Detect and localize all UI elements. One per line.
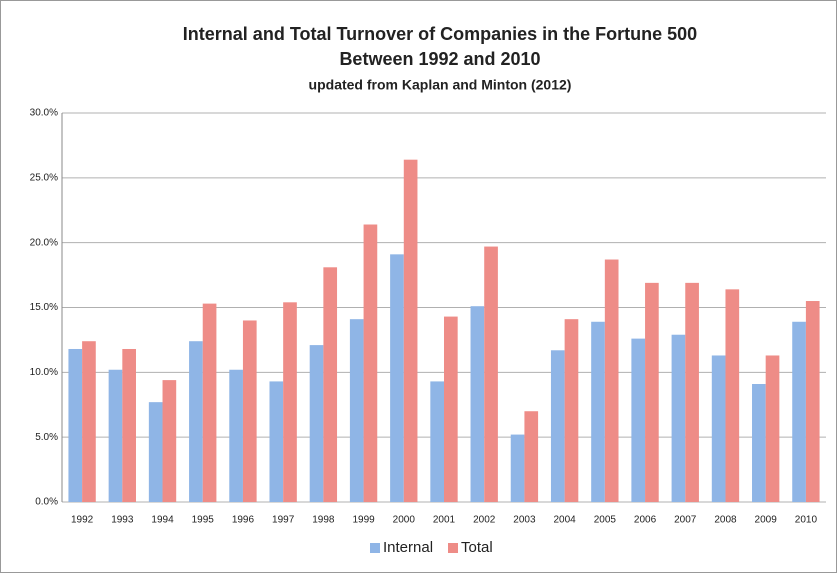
bar (792, 321, 806, 502)
x-tick-label: 1995 (192, 515, 215, 526)
bar (269, 381, 284, 502)
x-tick-label: 2008 (714, 515, 737, 526)
legend-swatch (370, 543, 380, 553)
legend-label: Total (461, 539, 493, 556)
bar (68, 348, 83, 502)
bar (283, 302, 297, 502)
chart-title: Internal and Total Turnover of Companies… (183, 24, 697, 44)
bar (323, 267, 338, 502)
y-tick-label: 30.0% (30, 108, 58, 119)
bar (403, 159, 418, 502)
bar (242, 320, 257, 502)
bar (82, 341, 96, 502)
bar (162, 380, 177, 502)
y-tick-label: 25.0% (30, 172, 58, 183)
bar (309, 345, 324, 502)
x-tick-label: 1999 (352, 515, 375, 526)
bar (363, 224, 378, 502)
bar (122, 348, 136, 502)
bar (685, 282, 699, 502)
bar (484, 246, 498, 502)
bar (444, 316, 458, 502)
x-tick-label: 2005 (594, 515, 617, 526)
bar (229, 369, 243, 502)
x-tick-label: 2007 (674, 515, 697, 526)
bar (108, 369, 123, 502)
x-tick-label: 1994 (151, 515, 174, 526)
x-tick-label: 2002 (473, 515, 496, 526)
bar (671, 334, 686, 502)
y-tick-label: 10.0% (30, 367, 58, 378)
bar (711, 355, 726, 502)
bar (470, 306, 485, 502)
bar (430, 381, 444, 502)
legend-swatch (448, 543, 458, 553)
bar (604, 259, 619, 502)
bar (725, 289, 740, 502)
bar (631, 338, 646, 502)
bar (349, 319, 364, 502)
bar (805, 301, 820, 502)
bar (510, 434, 525, 502)
bar (148, 402, 163, 502)
chart-note: updated from Kaplan and Minton (2012) (309, 77, 572, 93)
x-tick-label: 2001 (433, 515, 456, 526)
y-tick-label: 20.0% (30, 237, 58, 248)
x-tick-label: 2010 (795, 515, 818, 526)
x-tick-label: 2000 (393, 515, 416, 526)
x-tick-label: 2003 (513, 515, 536, 526)
y-tick-label: 15.0% (30, 302, 58, 313)
bar (390, 254, 404, 502)
x-tick-label: 1997 (272, 515, 295, 526)
bar (765, 355, 780, 502)
bar (564, 319, 579, 502)
x-tick-label: 1992 (71, 515, 94, 526)
x-tick-label: 2006 (634, 515, 657, 526)
bar (752, 384, 766, 502)
bar (202, 303, 217, 502)
x-tick-label: 2004 (554, 515, 577, 526)
x-tick-label: 2009 (755, 515, 778, 526)
chart-subtitle: Between 1992 and 2010 (339, 49, 540, 69)
legend-label: Internal (383, 539, 433, 556)
bar (591, 321, 605, 502)
bar (550, 350, 565, 502)
x-tick-label: 1993 (111, 515, 134, 526)
bar (645, 282, 659, 502)
y-tick-label: 5.0% (35, 432, 58, 443)
bar (524, 411, 539, 502)
x-tick-label: 1996 (232, 515, 255, 526)
x-tick-label: 1998 (312, 515, 335, 526)
y-tick-label: 0.0% (35, 497, 58, 508)
bar (189, 341, 203, 502)
